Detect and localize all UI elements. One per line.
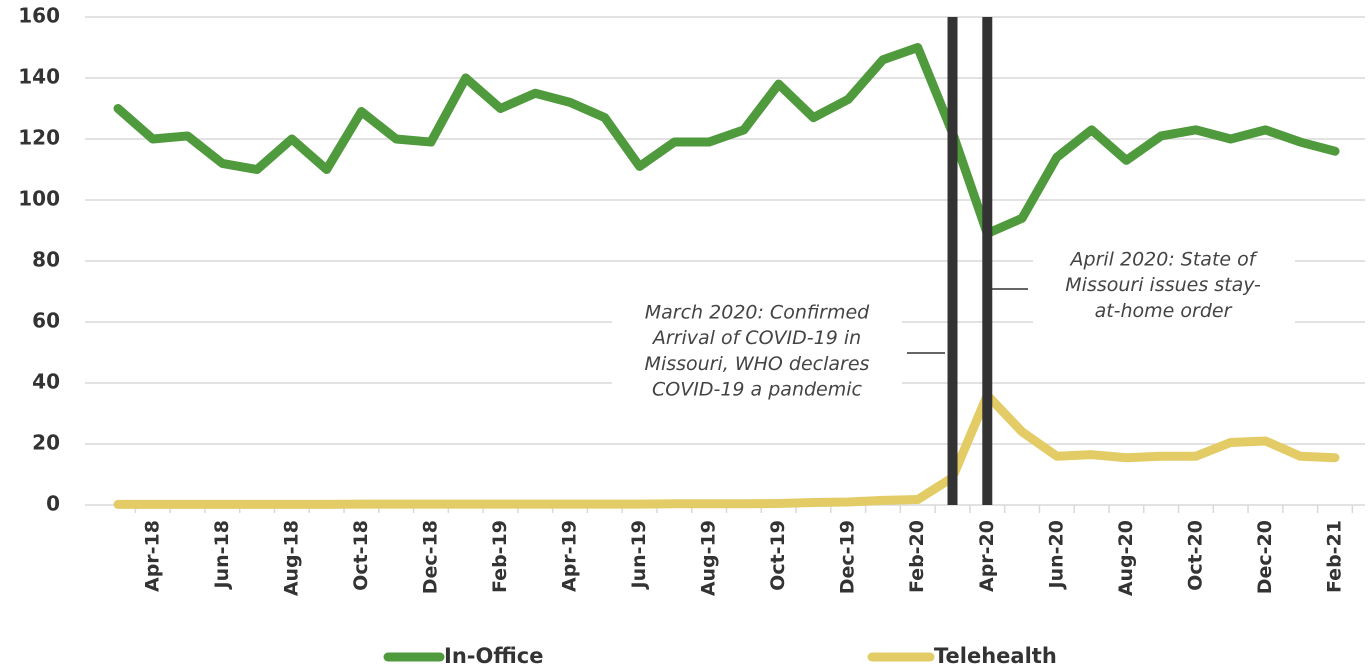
- x-tick-label: Dec-18: [419, 520, 441, 594]
- x-tick-label: Oct-20: [1184, 520, 1206, 591]
- y-tick-label: 160: [18, 4, 60, 28]
- x-tick-label: Feb-21: [1324, 520, 1346, 593]
- annotation-text: April 2020: State of: [1069, 249, 1259, 271]
- x-tick-label: Dec-20: [1254, 520, 1276, 594]
- y-tick-label: 0: [46, 492, 60, 516]
- x-tick-label: Oct-19: [767, 520, 789, 591]
- series-line: [113, 390, 1340, 509]
- y-tick-label: 80: [32, 248, 60, 272]
- annotation-text: Missouri issues stay-: [1065, 274, 1261, 296]
- x-tick-label: Jun-19: [628, 520, 650, 590]
- annotation-text: March 2020: Confirmed: [645, 302, 870, 324]
- x-tick-label: Dec-19: [837, 520, 859, 594]
- series-line: [113, 43, 1340, 239]
- y-tick-label: 120: [18, 126, 60, 150]
- annotation-text: at-home order: [1095, 300, 1233, 322]
- x-tick-label: Apr-20: [976, 520, 998, 592]
- x-tick-label: Jun-18: [211, 520, 233, 590]
- x-tick-label: Apr-19: [559, 520, 581, 592]
- x-tick-label: Feb-19: [489, 520, 511, 593]
- legend-label: In-Office: [444, 644, 543, 668]
- x-tick-label: Apr-18: [141, 520, 163, 592]
- y-tick-label: 20: [32, 431, 60, 455]
- annotation-box: [1033, 244, 1295, 330]
- y-tick-label: 40: [32, 370, 60, 394]
- x-tick-label: Aug-20: [1115, 520, 1137, 596]
- y-tick-label: 100: [18, 187, 60, 211]
- annotation-text: Missouri, WHO declares: [645, 353, 870, 375]
- x-tick-label: Aug-18: [280, 520, 302, 596]
- annotation-text: Arrival of COVID-19 in: [651, 327, 861, 349]
- x-tick-label: Aug-19: [698, 520, 720, 596]
- annotation-box: [612, 297, 902, 408]
- legend-label: Telehealth: [934, 644, 1057, 668]
- x-tick-label: Jun-20: [1045, 520, 1067, 590]
- annotation-text: COVID-19 a pandemic: [652, 379, 862, 401]
- x-tick-label: Oct-18: [350, 520, 372, 591]
- y-tick-label: 60: [32, 309, 60, 333]
- y-tick-label: 140: [18, 65, 60, 89]
- x-tick-label: Feb-20: [906, 520, 928, 593]
